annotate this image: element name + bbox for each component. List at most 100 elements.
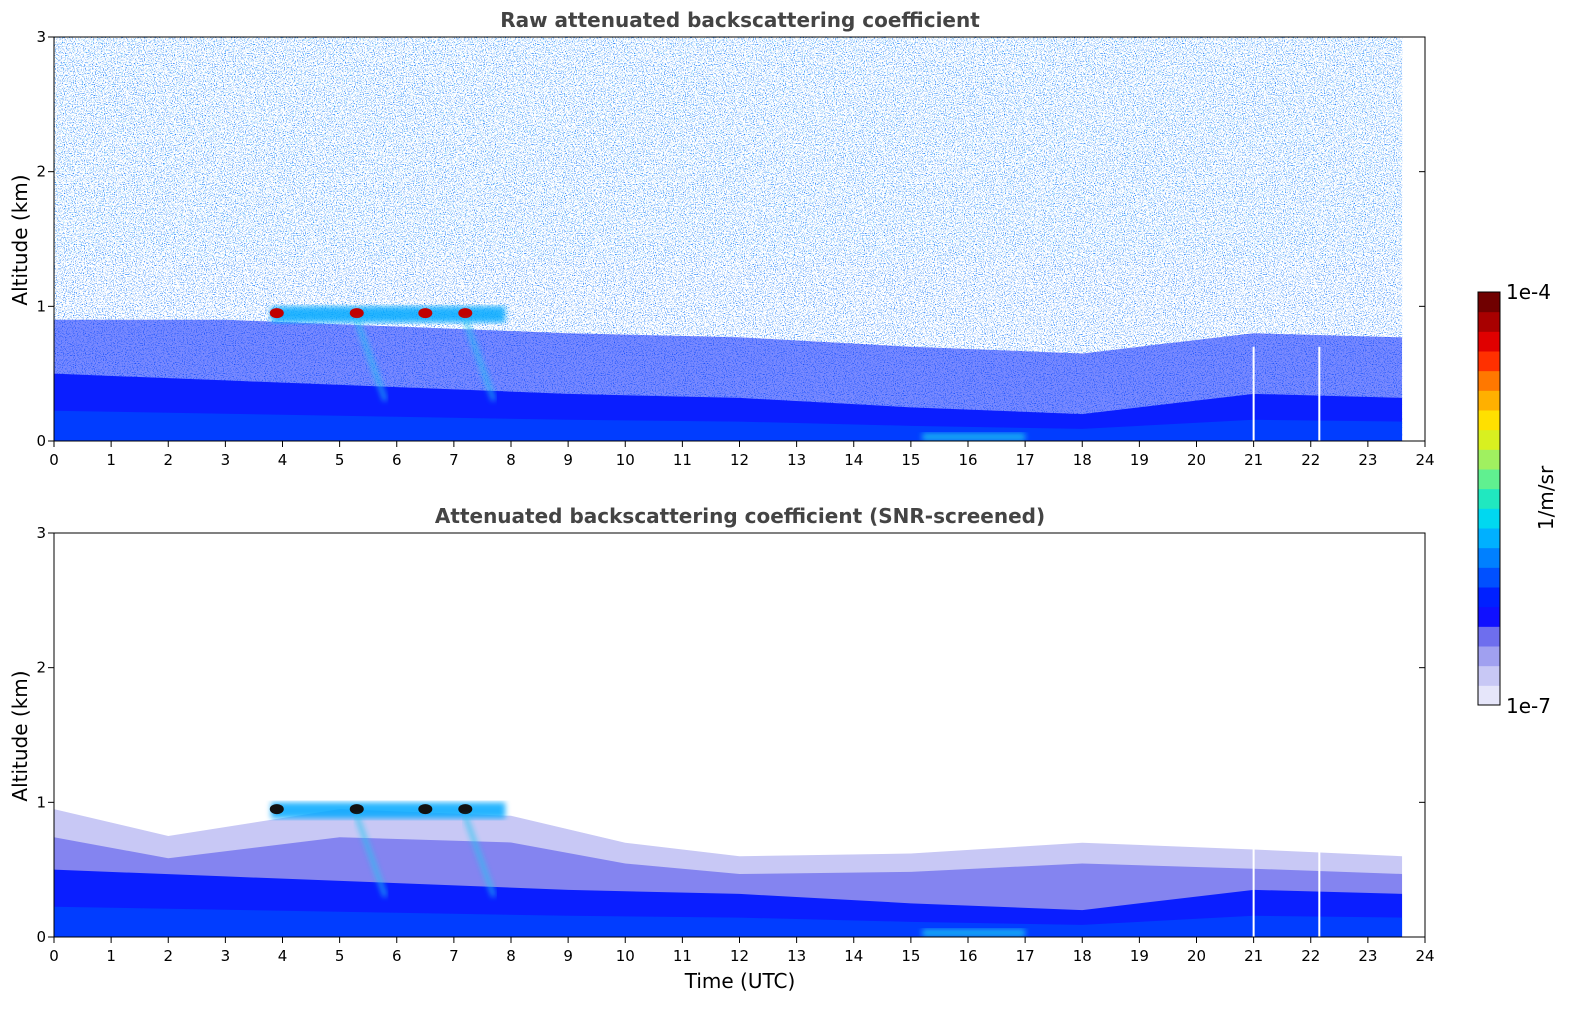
colorbar-band	[1478, 469, 1500, 490]
raw-xtick-label: 18	[1073, 451, 1092, 469]
raw-ytick-label: 0	[36, 432, 46, 450]
colorbar-band	[1478, 331, 1500, 352]
raw-xtick-label: 3	[221, 451, 231, 469]
colorbar-band	[1478, 311, 1500, 332]
colorbar-band	[1478, 626, 1500, 647]
screened-cloud-peak-2	[418, 804, 433, 815]
colorbar-band	[1478, 488, 1500, 509]
screened-data-gap-0	[1252, 842, 1255, 937]
screened-xtick-label: 8	[506, 947, 516, 965]
screened-xtick-label: 10	[616, 947, 635, 965]
colorbar: 1e-4 1e-7 1/m/sr	[1477, 280, 1558, 718]
colorbar-min-label: 1e-7	[1506, 694, 1551, 718]
raw-noise-cyan	[54, 37, 1403, 260]
raw-cloud-peak-3	[458, 308, 473, 319]
screened-panel-axes: 0 1 2 3 4 5 6 7 8 9 10 11 12 13 14 15 16 17 18 19 20 21 22 23 24…	[36, 524, 1434, 965]
screened-fall-streak-1	[463, 815, 496, 898]
raw-data-gap-1	[1318, 346, 1321, 441]
colorbar-band	[1478, 587, 1500, 608]
raw-xtick-label: 23	[1358, 451, 1377, 469]
screened-ytick-label: 3	[36, 524, 46, 542]
raw-cloud-peak-2	[418, 308, 433, 319]
raw-xtick-label: 24	[1415, 451, 1434, 469]
screened-cloud-layer	[271, 802, 506, 819]
raw-xtick-label: 0	[49, 451, 59, 469]
screened-xtick-label: 4	[278, 947, 288, 965]
screened-xtick-label: 14	[844, 947, 863, 965]
colorbar-band	[1478, 547, 1500, 568]
raw-xtick-label: 14	[844, 451, 863, 469]
colorbar-band	[1478, 685, 1500, 706]
raw-xtick-label: 20	[1187, 451, 1206, 469]
raw-xtick-label: 13	[787, 451, 806, 469]
raw-data-gap-0	[1252, 346, 1255, 441]
raw-heatmap	[54, 37, 1403, 441]
colorbar-band	[1478, 292, 1500, 313]
screened-xtick-label: 0	[49, 947, 59, 965]
screened-surface-streak	[922, 928, 1026, 937]
screened-xtick-label: 23	[1358, 947, 1377, 965]
screened-xtick-label: 13	[787, 947, 806, 965]
raw-xtick-label: 10	[616, 451, 635, 469]
screened-xtick-label: 7	[449, 947, 459, 965]
screened-cloud-peak-0	[269, 804, 284, 815]
screened-xtick-label: 24	[1415, 947, 1434, 965]
raw-xtick-label: 21	[1244, 451, 1263, 469]
screened-surface-layer	[54, 906, 1403, 937]
screened-ytick-label: 0	[36, 928, 46, 946]
screened-xtick-label: 15	[901, 947, 920, 965]
raw-xtick-label: 2	[163, 451, 173, 469]
raw-ytick-label: 1	[36, 297, 46, 315]
screened-xtick-label: 16	[958, 947, 977, 965]
x-axis-label: Time (UTC)	[684, 969, 796, 993]
raw-xtick-label: 1	[106, 451, 116, 469]
screened-xtick-label: 12	[730, 947, 749, 965]
colorbar-label: 1/m/sr	[1534, 465, 1558, 530]
raw-cloud-peak-1	[349, 308, 364, 319]
screened-fall-streak-0	[354, 815, 388, 898]
screened-xtick-label: 22	[1301, 947, 1320, 965]
colorbar-band	[1478, 410, 1500, 431]
screened-data-gap-1	[1318, 842, 1321, 937]
colorbar-band	[1478, 429, 1500, 450]
colorbar-band	[1478, 606, 1500, 627]
raw-fall-streak-1	[463, 319, 496, 402]
raw-xtick-label: 9	[563, 451, 573, 469]
raw-xtick-label: 19	[1130, 451, 1149, 469]
raw-ytick-label: 3	[36, 28, 46, 46]
raw-panel-axes: 0 1 2 3 4 5 6 7 8 9 10 11 12 13 14 15 16 17 18 19 20 21 22 23 24…	[36, 28, 1434, 469]
colorbar-band	[1478, 449, 1500, 470]
screened-ytick-label: 1	[36, 793, 46, 811]
raw-panel-title: Raw attenuated backscattering coefficien…	[500, 8, 980, 32]
screened-xtick-label: 18	[1073, 947, 1092, 965]
raw-xtick-label: 12	[730, 451, 749, 469]
screened-xtick-label: 9	[563, 947, 573, 965]
raw-panel-plot-area	[54, 37, 1403, 441]
screened-xtick-label: 1	[106, 947, 116, 965]
colorbar-band	[1478, 646, 1500, 667]
raw-xtick-label: 11	[673, 451, 692, 469]
screened-panel-plot-area	[54, 802, 1403, 937]
screened-cloud-peak-3	[458, 804, 473, 815]
screened-xtick-label: 11	[673, 947, 692, 965]
screened-xtick-label: 2	[163, 947, 173, 965]
raw-surface-streak	[922, 432, 1026, 441]
raw-xtick-label: 17	[1016, 451, 1035, 469]
raw-xtick-label: 8	[506, 451, 516, 469]
raw-ytick-label: 2	[36, 163, 46, 181]
screened-ytick-label: 2	[36, 659, 46, 677]
screened-xtick-label: 6	[392, 947, 402, 965]
colorbar-band	[1478, 351, 1500, 372]
colorbar-band	[1478, 567, 1500, 588]
screened-xtick-label: 19	[1130, 947, 1149, 965]
colorbar-band	[1478, 390, 1500, 411]
raw-xtick-label: 5	[335, 451, 345, 469]
raw-fall-streak-0	[354, 319, 388, 402]
raw-xtick-label: 16	[958, 451, 977, 469]
raw-backscatter-panel: Raw attenuated backscattering coefficien…	[8, 8, 1435, 469]
screened-xtick-label: 21	[1244, 947, 1263, 965]
screened-xtick-label: 3	[221, 947, 231, 965]
raw-xtick-label: 4	[278, 451, 288, 469]
colorbar-frame	[1477, 291, 1501, 706]
